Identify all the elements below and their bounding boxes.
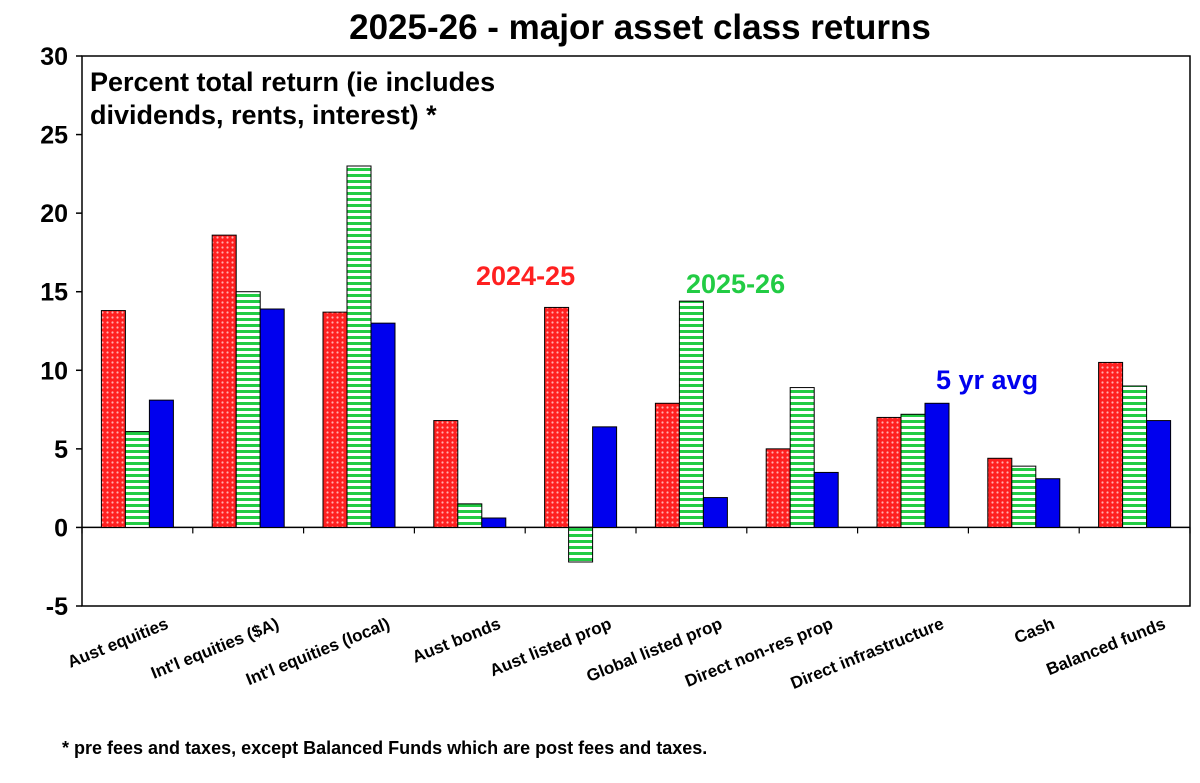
bar-5-yr-avg-9: [1035, 478, 1061, 528]
series-label-2025-26: 2025-26: [686, 269, 786, 299]
y-tick-label: 0: [54, 514, 68, 542]
bar-5-yr-avg-2: [259, 308, 285, 528]
bar-5-yr-avg-7: [813, 471, 839, 528]
bar-5-yr-avg-5: [592, 426, 618, 528]
bar-2025-26-6: [678, 300, 704, 528]
bar-5-yr-avg-6: [702, 497, 728, 528]
bar-5-yr-avg-1: [148, 399, 174, 528]
chart-footnote: * pre fees and taxes, except Balanced Fu…: [62, 738, 708, 758]
bar-5-yr-avg-4: [481, 517, 507, 528]
series-label-5-yr-avg: 5 yr avg: [936, 365, 1039, 395]
bar-2024-25-5: [544, 306, 570, 528]
bar-2025-26-7: [789, 387, 815, 528]
bar-2024-25-6: [654, 402, 680, 528]
bar-2025-26-10: [1122, 385, 1148, 528]
y-tick-label: 25: [40, 122, 68, 150]
bar-2025-26-5: [568, 526, 594, 563]
chart-subtitle: Percent total return (ie includes divide…: [90, 67, 496, 130]
bar-5-yr-avg-3: [370, 322, 396, 528]
x-tick-label: Balanced funds: [1044, 614, 1168, 679]
bar-5-yr-avg-10: [1146, 420, 1172, 528]
series-label-2024-25: 2024-25: [476, 261, 576, 291]
bar-2025-26-2: [235, 291, 261, 528]
plot-frame: [81, 55, 1191, 607]
chart-title: 2025-26 - major asset class returns: [349, 8, 931, 47]
x-tick-label: Aust bonds: [409, 614, 503, 667]
bar-2025-26-4: [457, 503, 483, 528]
bar-2025-26-3: [346, 165, 372, 528]
y-tick-label: 20: [40, 200, 68, 228]
bar-2024-25-2: [211, 234, 237, 528]
bar-2024-25-8: [876, 416, 902, 528]
y-tick-label: 10: [40, 357, 68, 385]
y-tick-label: 30: [40, 43, 68, 71]
bar-2024-25-1: [100, 310, 126, 528]
bar-2025-26-8: [900, 413, 926, 528]
bar-2025-26-9: [1011, 465, 1037, 528]
bar-2025-26-1: [124, 431, 150, 528]
y-tick-label: 5: [54, 436, 68, 464]
y-tick-label: -5: [46, 593, 68, 621]
x-tick-label: Cash: [1012, 614, 1058, 647]
y-tick-label: 15: [40, 279, 68, 307]
bar-2024-25-7: [765, 448, 791, 528]
bar-5-yr-avg-8: [924, 402, 950, 528]
bar-2024-25-4: [433, 420, 459, 528]
bar-2024-25-10: [1098, 361, 1124, 528]
bar-2024-25-3: [322, 311, 348, 528]
bar-2024-25-9: [987, 457, 1013, 528]
